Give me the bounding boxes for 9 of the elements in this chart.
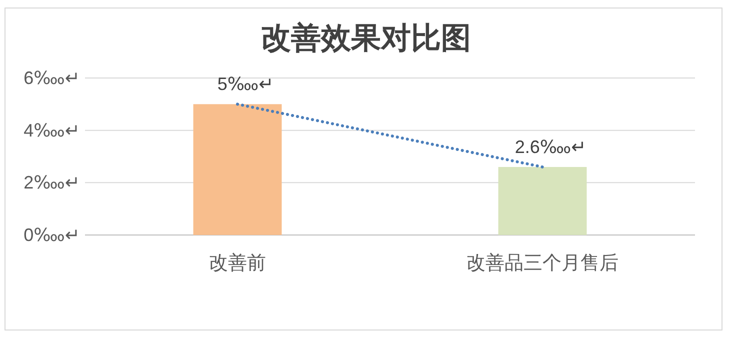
data-label: 2.6‱↵ bbox=[514, 136, 586, 157]
chart-title: 改善效果对比图 bbox=[261, 21, 471, 55]
data-label: 5‱↵ bbox=[217, 74, 274, 94]
y-tick-label: 6‱↵ bbox=[24, 68, 80, 88]
y-tick-label: 2‱↵ bbox=[24, 172, 80, 193]
x-tick-label: 改善品三个月售后 bbox=[466, 252, 618, 274]
y-tick-label: 0‱↵ bbox=[24, 225, 80, 245]
x-tick-label: 改善前 bbox=[209, 252, 266, 274]
y-tick-label: 4‱↵ bbox=[24, 120, 80, 140]
